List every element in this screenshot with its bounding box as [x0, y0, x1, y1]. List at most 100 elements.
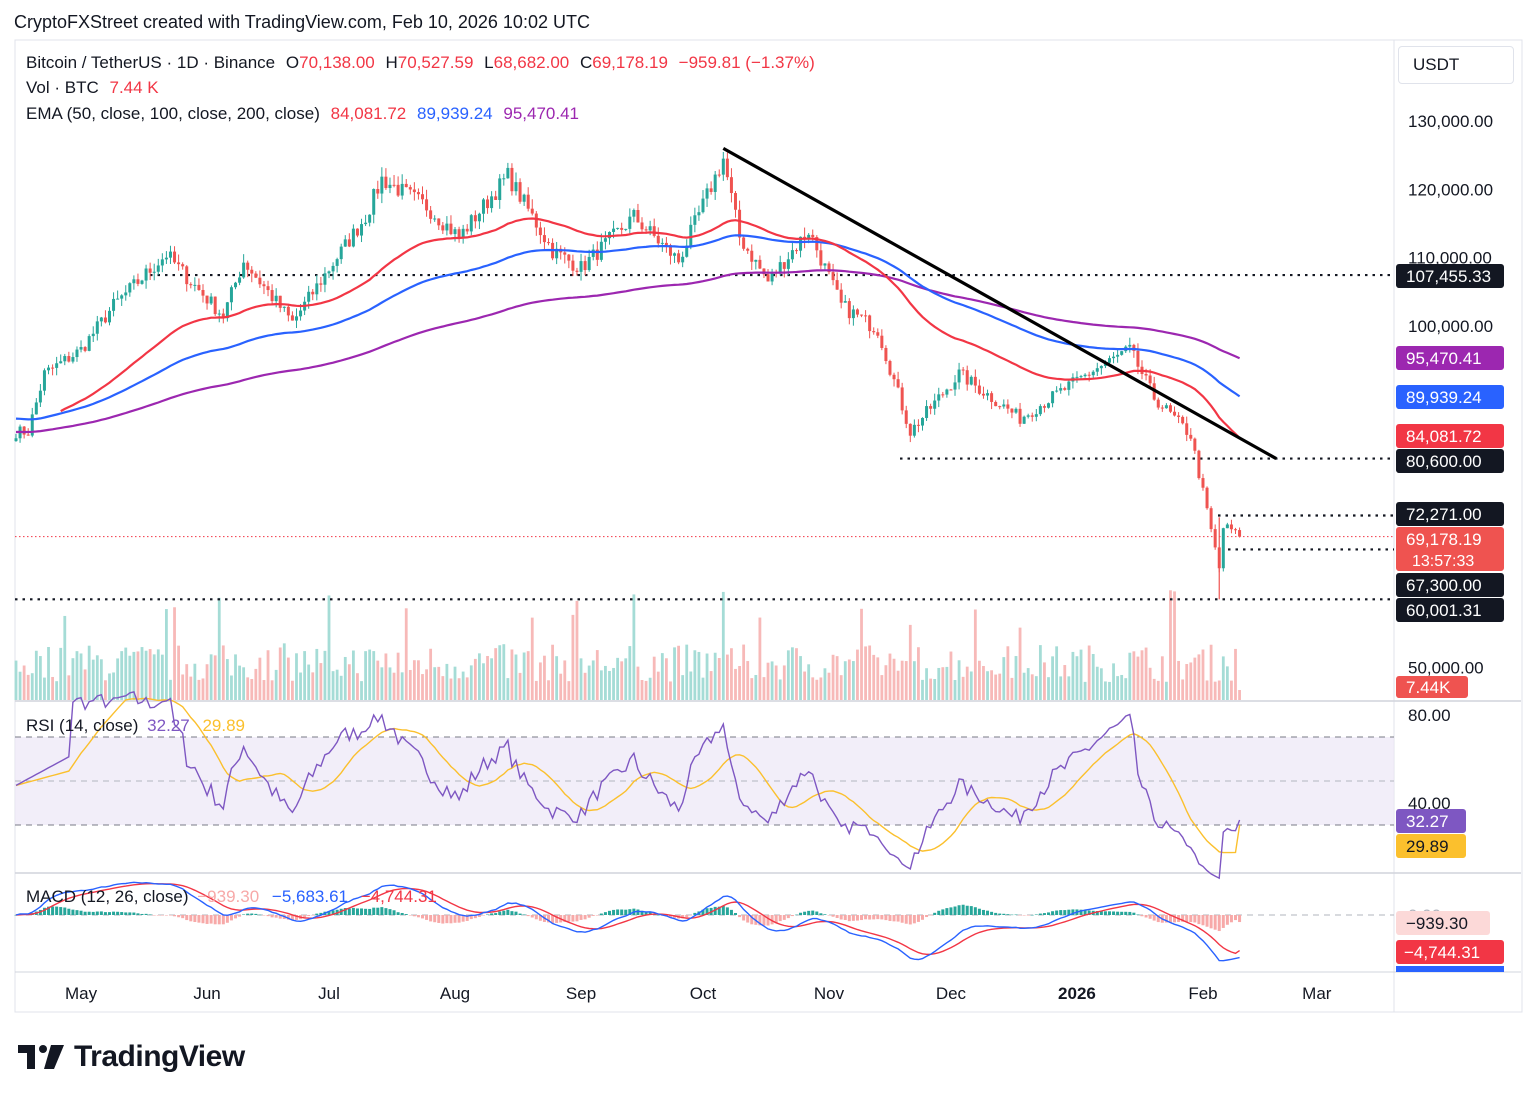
- macd-histogram-bar: [132, 912, 136, 915]
- volume-bar: [234, 654, 237, 700]
- macd-histogram-bar: [128, 912, 132, 915]
- rsi-tick-40: 40.00: [1408, 794, 1451, 813]
- candle-body: [465, 228, 469, 232]
- candle-body: [437, 218, 441, 226]
- candle-body: [486, 199, 490, 209]
- candle-body: [412, 189, 416, 193]
- candle-body: [258, 277, 262, 285]
- macd-histogram-bar: [278, 915, 282, 919]
- volume-bar: [1169, 590, 1172, 700]
- macd-histogram-bar: [494, 913, 498, 915]
- candle-body: [193, 284, 197, 286]
- candle-body: [213, 296, 217, 315]
- volume-bar: [673, 647, 676, 700]
- macd-histogram-bar: [486, 914, 490, 916]
- candle-body: [1116, 354, 1120, 357]
- candle-body: [750, 250, 754, 262]
- candle-body: [530, 208, 534, 214]
- macd-histogram-bar: [164, 915, 168, 916]
- candle-body: [1164, 405, 1168, 409]
- volume-bar: [551, 644, 554, 700]
- candle-body: [87, 336, 91, 351]
- volume-bar: [1063, 665, 1067, 700]
- volume-bar: [1136, 656, 1140, 700]
- rsi-ma-tag-label: 29.89: [1406, 837, 1449, 856]
- price-tick-4: 50,000.00: [1408, 659, 1484, 678]
- macd-histogram-bar: [388, 909, 392, 915]
- macd-histogram-bar: [95, 911, 99, 915]
- tradingview-logo[interactable]: TradingView: [18, 1040, 245, 1074]
- volume-bar: [1205, 680, 1209, 700]
- candle-body: [1229, 524, 1233, 530]
- chart-frame: [14, 39, 1523, 1013]
- volume-bar: [140, 647, 144, 700]
- time-label-Jun: Jun: [193, 984, 220, 1003]
- candle-body: [107, 310, 111, 323]
- macd-title[interactable]: MACD (12, 26, close): [26, 887, 189, 906]
- ema-price-label-1-bg: [1396, 385, 1504, 409]
- volume-bar: [254, 668, 258, 700]
- candle-body: [79, 347, 83, 350]
- macd-histogram-bar: [140, 913, 144, 915]
- macd-histogram-bar: [1132, 912, 1136, 915]
- candle-body: [652, 226, 656, 236]
- candle-body: [571, 260, 575, 271]
- volume-label[interactable]: Vol · BTC: [26, 78, 99, 97]
- candle-body: [567, 254, 571, 261]
- volume-bar: [778, 679, 782, 700]
- candle-body: [1030, 415, 1034, 417]
- candle-body: [63, 356, 67, 362]
- volume-bar: [376, 660, 380, 700]
- volume-bar: [356, 673, 359, 700]
- candle-body: [1144, 374, 1148, 376]
- candle-body: [372, 189, 376, 215]
- candle-body: [26, 434, 30, 436]
- ema-price-label-1: 89,939.24: [1406, 388, 1482, 407]
- candle-body: [884, 347, 888, 362]
- macd-histogram-bar: [1197, 915, 1201, 925]
- macd-histogram-bar: [364, 908, 368, 915]
- candle-body: [307, 291, 311, 302]
- volume-bar: [1006, 646, 1010, 700]
- candle-body: [547, 242, 551, 244]
- macd-histogram-bar: [238, 915, 242, 917]
- volume-bar: [1018, 627, 1022, 700]
- candle-body: [221, 313, 225, 319]
- volume-bar: [1225, 666, 1229, 700]
- volume-bar: [892, 658, 896, 700]
- symbol-title[interactable]: Bitcoin / TetherUS · 1D · Binance: [26, 53, 276, 72]
- macd-histogram-bar: [949, 907, 953, 915]
- candle-body: [510, 167, 514, 192]
- volume-bars: [14, 590, 1241, 700]
- candle-body: [75, 349, 79, 358]
- macd-histogram-bar: [526, 915, 530, 917]
- candle-body: [701, 198, 705, 213]
- candle-body: [949, 389, 953, 391]
- macd-histogram-bar: [628, 909, 632, 915]
- rsi-ma-value: 29.89: [202, 716, 245, 735]
- macd-histogram-bar: [99, 911, 103, 915]
- currency-selector[interactable]: USDT: [1398, 46, 1514, 84]
- volume-bar: [14, 660, 18, 700]
- time-label-Aug: Aug: [440, 984, 470, 1003]
- macd-histogram-bar: [717, 906, 721, 915]
- candle-body: [591, 249, 595, 257]
- candle-body: [294, 316, 298, 321]
- ema-label[interactable]: EMA (50, close, 100, close, 200, close): [26, 104, 320, 123]
- macd-histogram-bar: [1051, 911, 1055, 915]
- volume-bar: [112, 672, 115, 700]
- volume-bar: [518, 672, 522, 700]
- volume-bar: [908, 624, 912, 700]
- macd-histogram-bar: [530, 915, 534, 918]
- rsi-title[interactable]: RSI (14, close): [26, 716, 139, 735]
- macd-histogram-bar: [547, 915, 551, 923]
- volume-bar: [486, 655, 489, 700]
- time-label-Dec: Dec: [936, 984, 967, 1003]
- candle-body: [38, 390, 42, 403]
- macd-histogram-bar: [465, 915, 469, 921]
- macd-histogram-bar: [1047, 912, 1051, 915]
- candle-body: [786, 259, 790, 269]
- ema200-line: [15, 269, 1241, 434]
- volume-bar: [282, 643, 286, 700]
